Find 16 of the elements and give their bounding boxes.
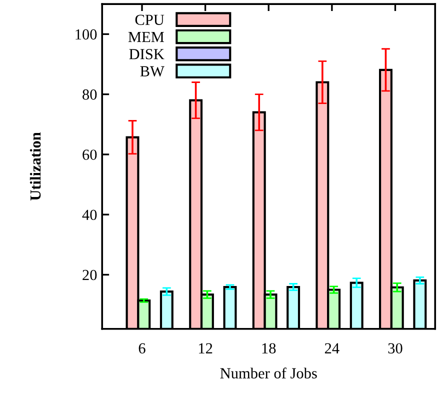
legend-label: BW <box>140 66 164 77</box>
y-axis-title: Utilization <box>30 132 41 200</box>
x-tick-label: 12 <box>199 343 212 354</box>
legend-label: MEM <box>128 32 164 42</box>
y-tick-label: 40 <box>82 210 97 220</box>
x-tick-label: 30 <box>388 343 402 354</box>
x-axis-title: Number of Jobs <box>220 368 317 378</box>
legend-label: CPU <box>135 14 164 25</box>
legend-label: DISK <box>129 49 164 60</box>
y-tick-label: 20 <box>82 270 97 280</box>
x-tick-label: 6 <box>138 343 146 354</box>
x-tick-label: 24 <box>324 343 340 354</box>
x-tick-label: 18 <box>262 343 276 354</box>
y-tick-label: 80 <box>82 89 97 100</box>
y-tick-label: 100 <box>76 29 97 40</box>
y-tick-label: 60 <box>82 150 97 160</box>
